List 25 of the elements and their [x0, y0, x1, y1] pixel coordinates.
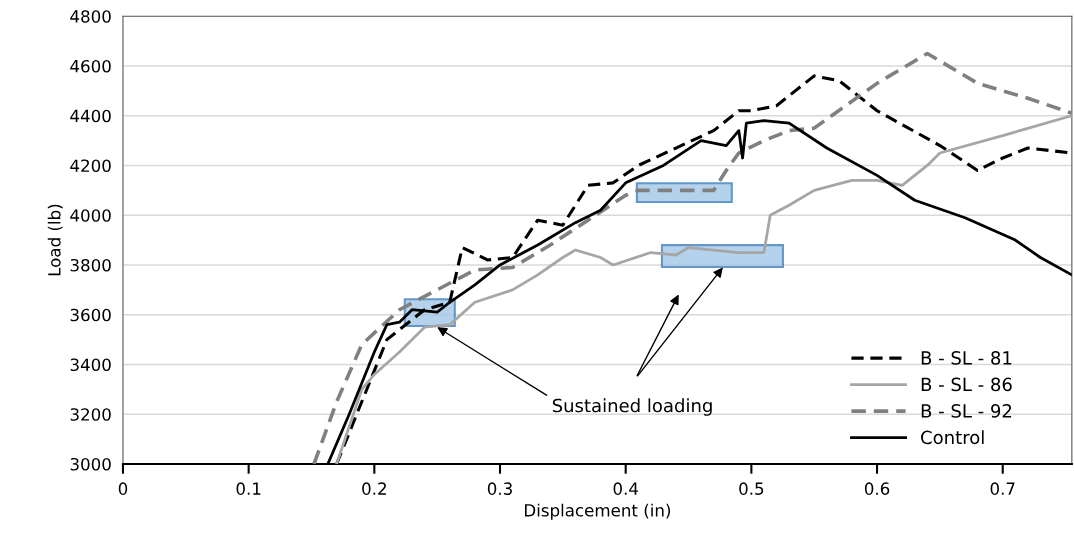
y-tick-label: 3800	[70, 258, 111, 272]
x-tick-label: 0.1	[236, 482, 261, 495]
y-tick-label: 4200	[70, 159, 111, 173]
annotation: Sustained loading	[552, 398, 712, 416]
y-tick-label: 3200	[70, 408, 111, 421]
x-axis-title: Displacement (in)	[525, 503, 671, 520]
y-tick-label: 4400	[70, 109, 111, 123]
x-tick-label: 0.4	[613, 482, 639, 495]
y-tick-label: 3000	[70, 457, 111, 471]
x-tick-label: 0.3	[487, 482, 512, 495]
y-tick-label: 3400	[70, 358, 111, 372]
legend-label: B - SL - 86	[921, 377, 1012, 392]
y-tick-label: 4000	[70, 209, 111, 222]
legend-label: Control	[921, 430, 984, 445]
x-tick-label: 0.5	[739, 482, 764, 495]
legend-label: B - SL - 81	[921, 351, 1012, 365]
y-tick-label: 4600	[70, 59, 111, 73]
y-tick-label: 3600	[70, 308, 111, 322]
y-tick-label: 4800	[70, 10, 111, 23]
x-tick-label: 0.6	[864, 482, 890, 495]
legend-label: B - SL - 92	[921, 404, 1012, 418]
x-tick-label: 0.7	[990, 482, 1015, 495]
y-axis-title: Load (lb)	[47, 204, 63, 276]
x-tick-label: 0.2	[362, 482, 386, 495]
x-tick-label: 0	[118, 482, 128, 495]
